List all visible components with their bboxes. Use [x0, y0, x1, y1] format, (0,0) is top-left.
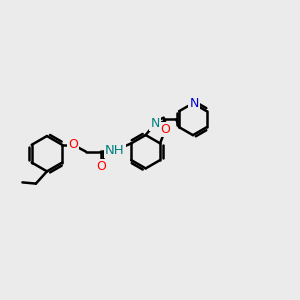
- Text: O: O: [96, 160, 106, 173]
- Text: O: O: [160, 123, 170, 136]
- Text: N: N: [150, 117, 160, 130]
- Text: O: O: [68, 138, 78, 151]
- Text: NH: NH: [105, 144, 125, 157]
- Text: N: N: [190, 97, 199, 110]
